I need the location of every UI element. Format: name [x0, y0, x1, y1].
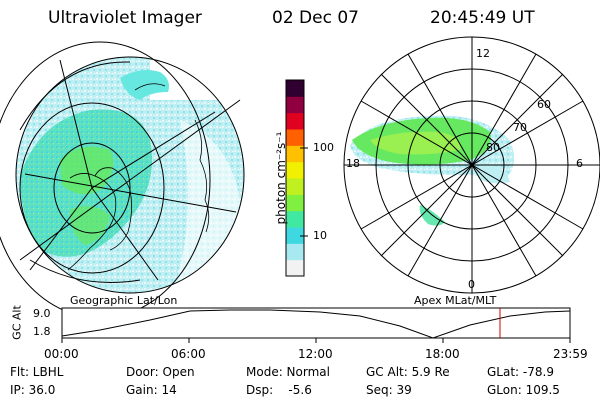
- status-mode: Mode: Normal: [246, 365, 330, 379]
- colorbar-unit-label: photon cm⁻²s⁻¹: [274, 131, 288, 225]
- colorbar-block: [286, 96, 304, 114]
- altitude-xtick-0000: 00:00: [44, 347, 79, 361]
- altitude-xtick-0600: 06:00: [171, 347, 206, 361]
- mlt-label-12: 12: [476, 47, 490, 60]
- geographic-map: [0, 41, 245, 319]
- altitude-xtick-1200: 12:00: [298, 347, 333, 361]
- mlat-label-80: 80: [486, 141, 500, 154]
- mlt-label-0: 0: [468, 278, 475, 291]
- mlt-label-18: 18: [346, 157, 360, 170]
- colorbar-block: [286, 210, 304, 228]
- status-glat: GLat: -78.9: [487, 365, 554, 379]
- altitude-plot: [61, 307, 571, 343]
- mlat-label-60: 60: [537, 98, 551, 111]
- altitude-xtick-2359: 23:59: [553, 347, 588, 361]
- colorbar-block: [286, 145, 304, 163]
- colorbar-tick-10: 10: [313, 229, 327, 242]
- status-ip: IP: 36.0: [10, 383, 56, 397]
- colorbar-block: [286, 80, 304, 97]
- status-glon: GLon: 109.5: [487, 383, 560, 397]
- colorbar-block: [286, 259, 304, 277]
- apex-polar-map: [343, 36, 600, 294]
- colorbar-block: [286, 129, 304, 146]
- status-gain: Gain: 14: [126, 383, 177, 397]
- colorbar-tick-100: 100: [313, 141, 334, 154]
- colorbar-block: [286, 112, 304, 130]
- mlat-label-70: 70: [513, 121, 527, 134]
- colorbar-block: [286, 227, 304, 244]
- observation-date: 02 Dec 07: [272, 8, 359, 28]
- status-door: Door: Open: [126, 365, 195, 379]
- status-dsp: Dsp: -5.6: [246, 383, 312, 397]
- colorbar-block: [286, 243, 304, 261]
- status-filter: Flt: LBHL: [10, 365, 64, 379]
- colorbar-block: [286, 161, 304, 179]
- observation-time: 20:45:49 UT: [430, 8, 535, 28]
- altitude-ytick-low: 1.8: [33, 325, 51, 338]
- right-map-caption: Apex MLat/MLT: [414, 294, 497, 307]
- altitude-xtick-1800: 18:00: [425, 347, 460, 361]
- altitude-ylabel: GC Alt: [10, 305, 24, 340]
- colorbar: [285, 79, 308, 277]
- colorbar-block: [286, 178, 304, 195]
- altitude-ytick-high: 9.0: [33, 307, 51, 320]
- colorbar-block: [286, 194, 304, 212]
- left-map-caption: Geographic Lat/Lon: [70, 294, 178, 307]
- instrument-title: Ultraviolet Imager: [48, 8, 202, 28]
- status-seq: Seq: 39: [366, 383, 412, 397]
- mlt-label-6: 6: [576, 157, 583, 170]
- status-gc-alt: GC Alt: 5.9 Re: [366, 365, 450, 379]
